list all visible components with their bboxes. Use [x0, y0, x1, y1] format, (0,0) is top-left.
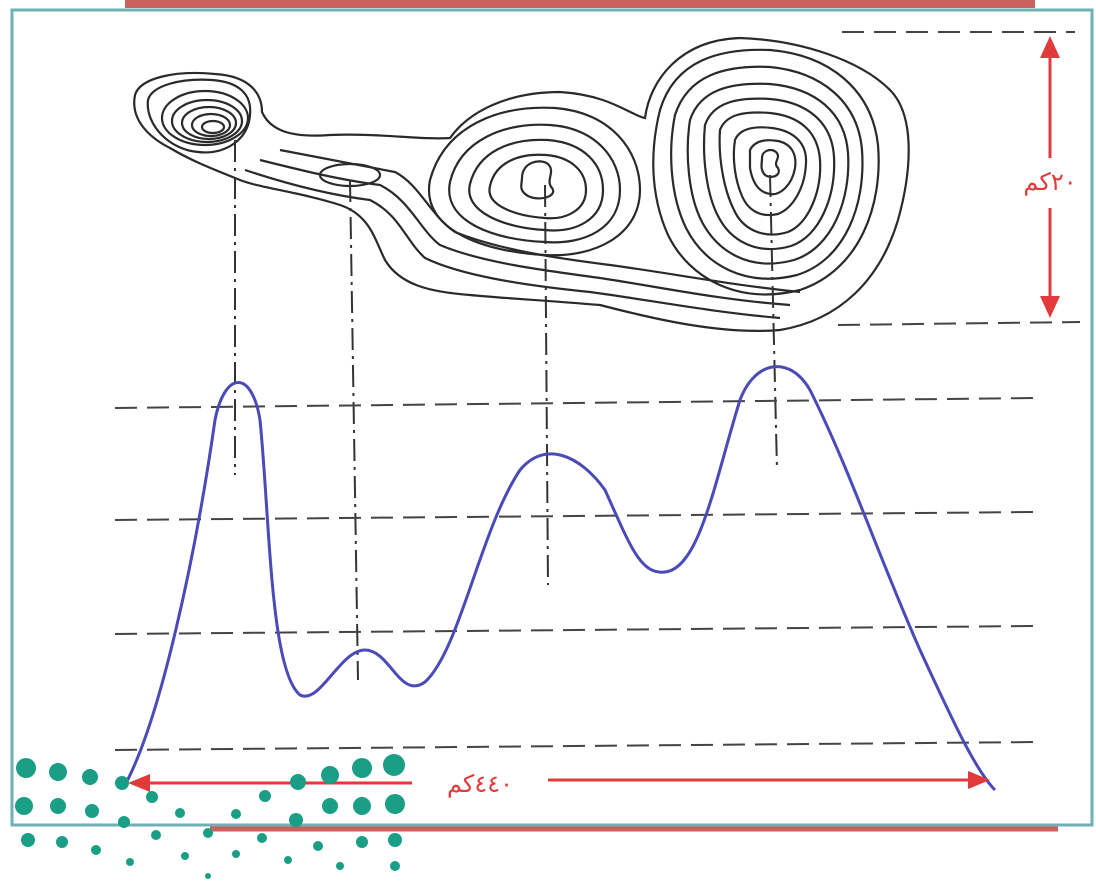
reference-line-bottom: [837, 321, 1081, 326]
elevation-line: [114, 511, 1036, 521]
contour-map: [133, 36, 910, 332]
width-dimension-arrow: [128, 771, 990, 792]
contour-peak3: [520, 160, 555, 200]
contour-peak3: [448, 123, 622, 244]
contour-peak1: [200, 119, 226, 135]
contour-peak3: [468, 138, 605, 232]
guide-lines: [234, 140, 778, 681]
contour-peak1: [160, 89, 250, 147]
frame-border: [10, 8, 1094, 827]
contour-peak3: [427, 106, 642, 257]
width-dimension-label: ٤٤٠كم: [447, 770, 513, 798]
contour-peak1: [146, 78, 252, 154]
contour-peak4: [670, 65, 864, 280]
height-dimension-arrow: [1040, 36, 1060, 318]
contour-body: [244, 168, 781, 320]
guide-peak4: [769, 174, 778, 471]
guide-saddle: [349, 179, 359, 681]
dot-pattern-logo: [15, 754, 405, 879]
contour-peak4: [686, 82, 850, 265]
elevation-line: [114, 625, 1036, 635]
contour-peak1: [190, 112, 232, 138]
profile-curve: [123, 365, 997, 792]
elevation-line: [114, 397, 1036, 409]
elevation-lines: [114, 31, 1081, 751]
contour-peak4: [732, 126, 808, 217]
elevation-line: [114, 741, 1041, 751]
guide-peak3: [544, 184, 549, 586]
contour-peak4: [702, 97, 836, 251]
contour-peak3: [488, 153, 588, 220]
contour-peak4: [718, 111, 822, 236]
contour-peak4: [748, 139, 797, 196]
contour-body: [259, 158, 791, 307]
height-dimension-label: ٢٠كم: [1023, 168, 1076, 196]
contour-peak4: [652, 48, 880, 296]
top-bar: [125, 0, 1035, 8]
contour-peak1: [180, 105, 238, 141]
contour-body: [279, 148, 801, 294]
contour-peak4: [760, 148, 780, 178]
contour-peak1: [170, 98, 244, 144]
